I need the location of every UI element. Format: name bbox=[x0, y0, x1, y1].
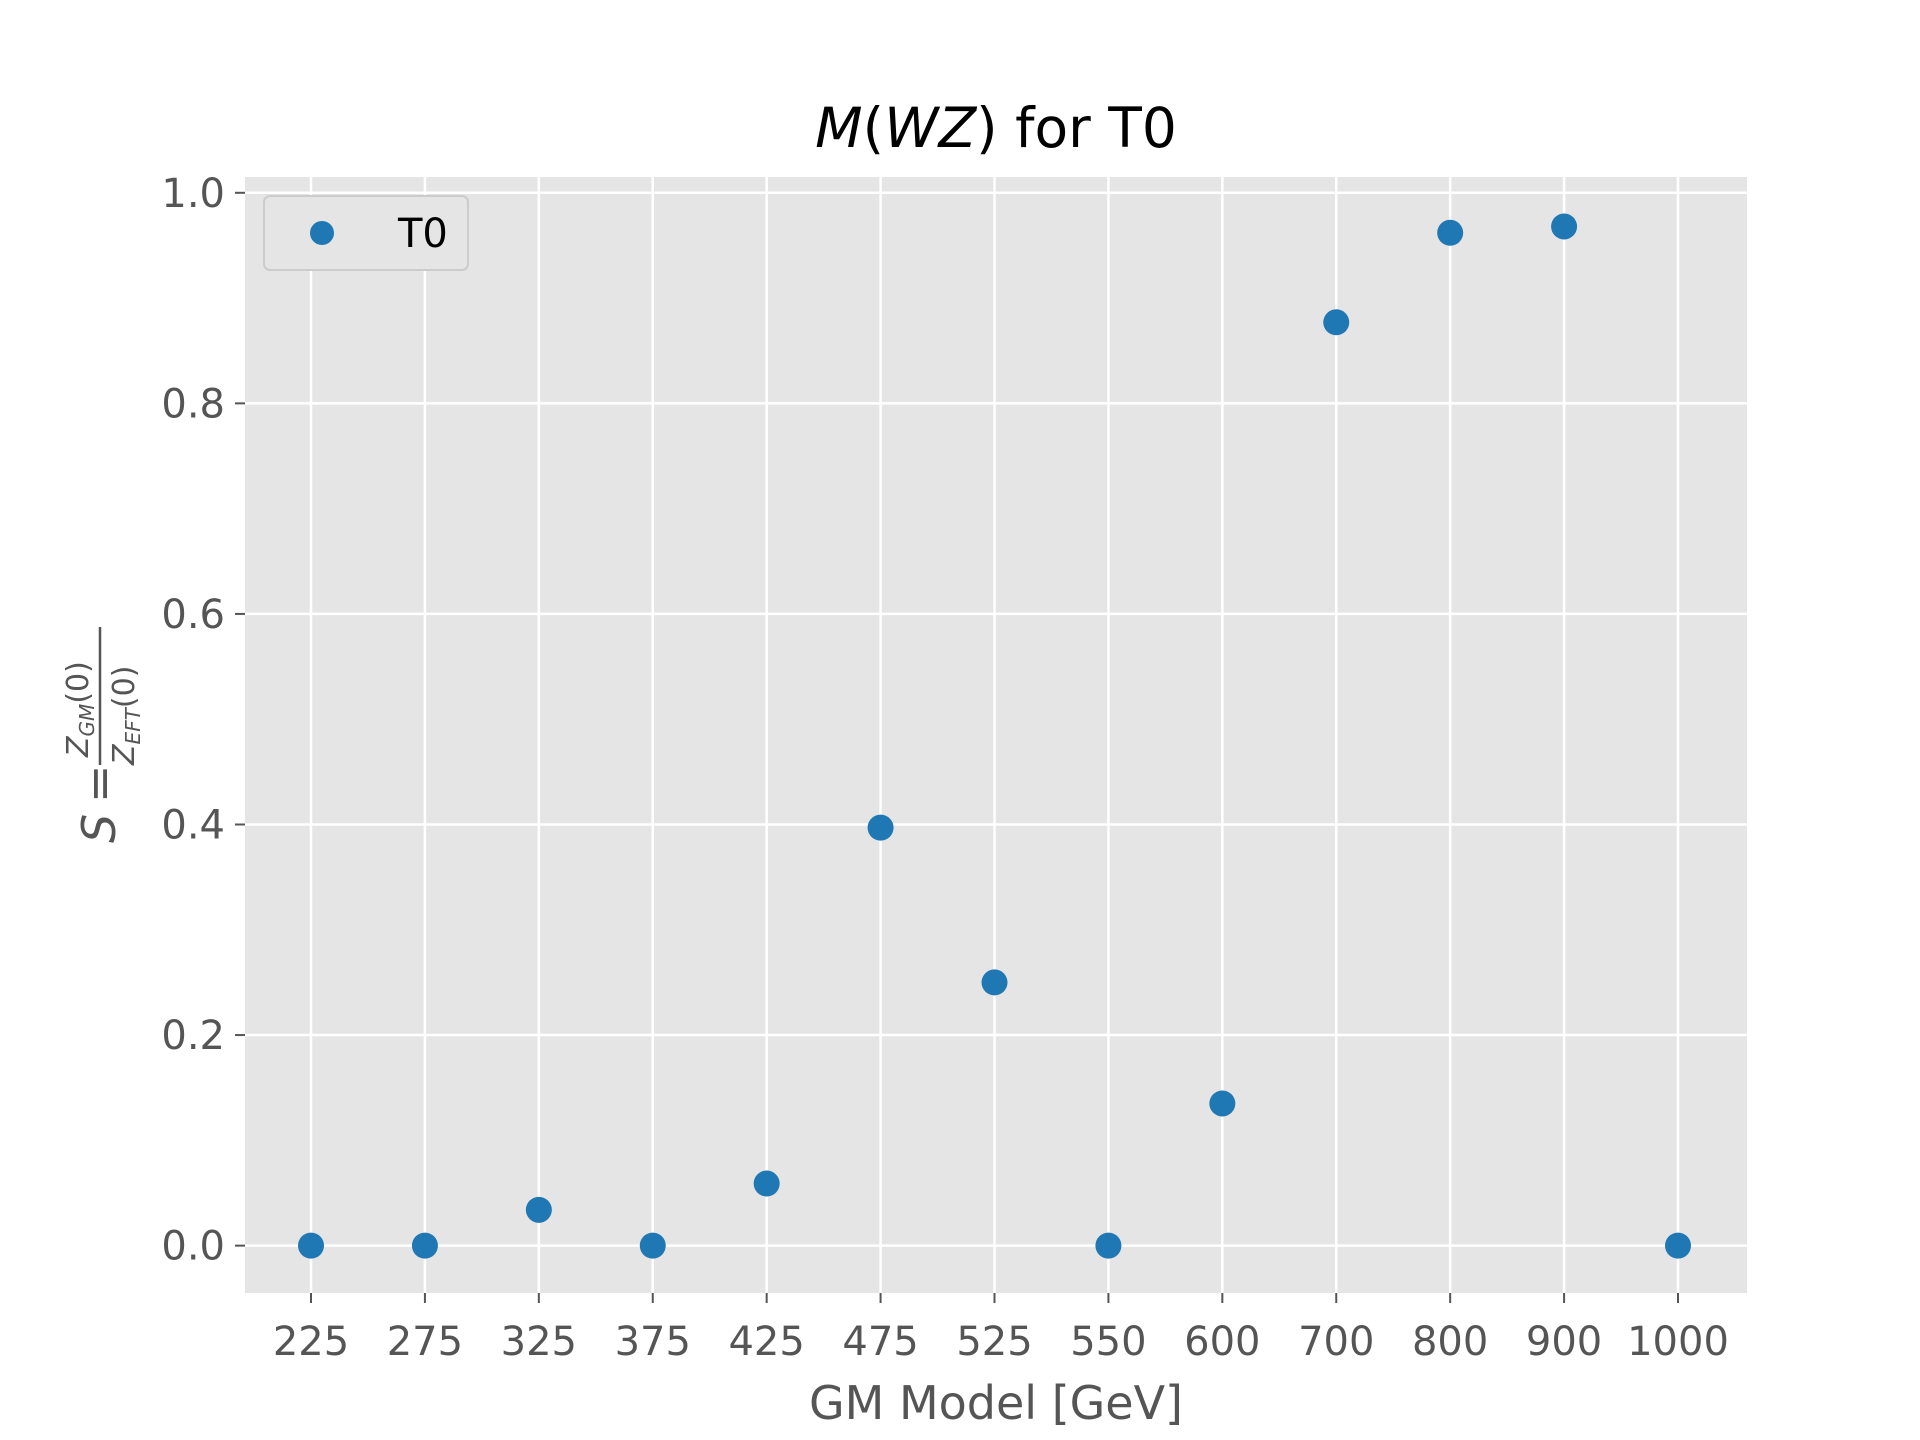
legend-marker bbox=[310, 221, 334, 245]
y-tick-label: 1.0 bbox=[161, 171, 225, 217]
x-tick-label: 1000 bbox=[1627, 1319, 1729, 1365]
legend-box bbox=[263, 195, 469, 271]
x-tick-label: 550 bbox=[1070, 1319, 1146, 1365]
chart-title: M(WZ) for T0 bbox=[815, 96, 1177, 160]
x-tick-label: 425 bbox=[728, 1319, 804, 1365]
data-point bbox=[1551, 213, 1578, 240]
y-label-lhs: S bbox=[72, 814, 126, 843]
y-label-equals: = bbox=[72, 764, 126, 803]
legend-label: T0 bbox=[397, 211, 448, 257]
data-point bbox=[1209, 1090, 1236, 1117]
x-tick-label: 225 bbox=[273, 1319, 349, 1365]
data-point bbox=[411, 1232, 438, 1259]
y-tick-label: 0.8 bbox=[161, 381, 225, 427]
x-tick-label: 800 bbox=[1412, 1319, 1488, 1365]
x-tick-label: 700 bbox=[1298, 1319, 1374, 1365]
y-tick-label: 0.6 bbox=[161, 592, 225, 638]
data-point bbox=[753, 1170, 780, 1197]
grid-lines bbox=[245, 177, 1747, 1293]
y-label-numerator: ZGM(0) bbox=[61, 661, 99, 758]
x-tick-label: 525 bbox=[956, 1319, 1032, 1365]
x-axis: 225 275 325 375 425 475 525 550 600 700 800 900 1000 bbox=[273, 1293, 1729, 1365]
y-tick-label: 0.0 bbox=[161, 1224, 225, 1270]
y-tick-label: 0.2 bbox=[161, 1013, 225, 1059]
y-axis-label: S = ZGM(0) ZEFT(0) bbox=[61, 627, 145, 843]
x-tick-label: 325 bbox=[501, 1319, 577, 1365]
data-point bbox=[525, 1196, 552, 1223]
x-tick-label: 275 bbox=[387, 1319, 463, 1365]
plot-area bbox=[245, 177, 1747, 1293]
x-tick-label: 475 bbox=[842, 1319, 918, 1365]
x-tick-label: 375 bbox=[615, 1319, 691, 1365]
y-tick-label: 0.4 bbox=[161, 802, 225, 848]
data-point bbox=[1095, 1232, 1122, 1259]
data-points bbox=[298, 213, 1691, 1259]
y-label-denominator: ZEFT(0) bbox=[107, 666, 145, 766]
data-point bbox=[298, 1232, 324, 1259]
data-point bbox=[1437, 219, 1464, 246]
x-tick-label: 600 bbox=[1184, 1319, 1260, 1365]
data-point bbox=[867, 814, 894, 841]
x-axis-label: GM Model [GeV] bbox=[809, 1376, 1183, 1430]
data-point bbox=[1665, 1232, 1691, 1259]
y-axis: 0.0 0.2 0.4 0.6 0.8 1.0 bbox=[161, 171, 245, 1270]
legend: T0 bbox=[263, 195, 469, 271]
data-point bbox=[981, 969, 1008, 996]
x-tick-label: 900 bbox=[1526, 1319, 1602, 1365]
data-point bbox=[639, 1232, 666, 1259]
data-point bbox=[1323, 309, 1350, 336]
